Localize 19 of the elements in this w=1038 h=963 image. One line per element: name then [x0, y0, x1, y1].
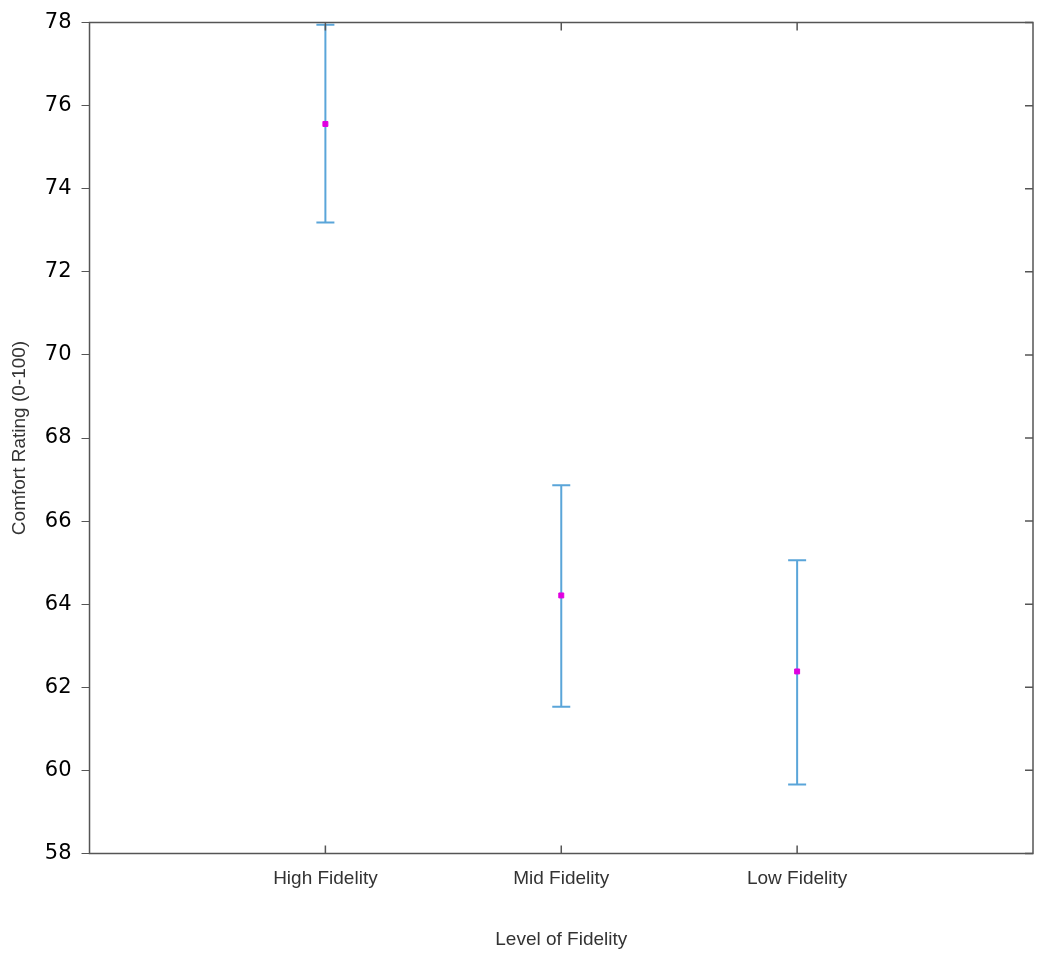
y-tick-label: 66	[44, 507, 72, 532]
point	[322, 120, 329, 127]
y-tick-label: 60	[44, 756, 72, 781]
y-tick-label: 58	[44, 839, 72, 864]
y-tick-label: 76	[44, 92, 72, 117]
y-tick-label: 74	[44, 175, 72, 200]
x-tick-label: High Fidelity	[273, 867, 379, 889]
y-tick-label: 62	[44, 673, 72, 698]
y-tick-label: 70	[44, 341, 72, 366]
y-tick-label: 64	[44, 590, 72, 615]
x-tick-label: Low Fidelity	[746, 867, 848, 889]
x-axis-title: Level of Fidelity	[495, 927, 628, 949]
point	[558, 592, 565, 599]
x-tick-label: Mid Fidelity	[513, 867, 610, 889]
y-tick-label: 72	[44, 258, 72, 283]
point	[794, 668, 801, 675]
y-tick-label: 68	[44, 424, 72, 449]
y-axis-title: Comfort Rating (0-100)	[7, 340, 29, 536]
y-tick-label: 78	[44, 9, 72, 34]
